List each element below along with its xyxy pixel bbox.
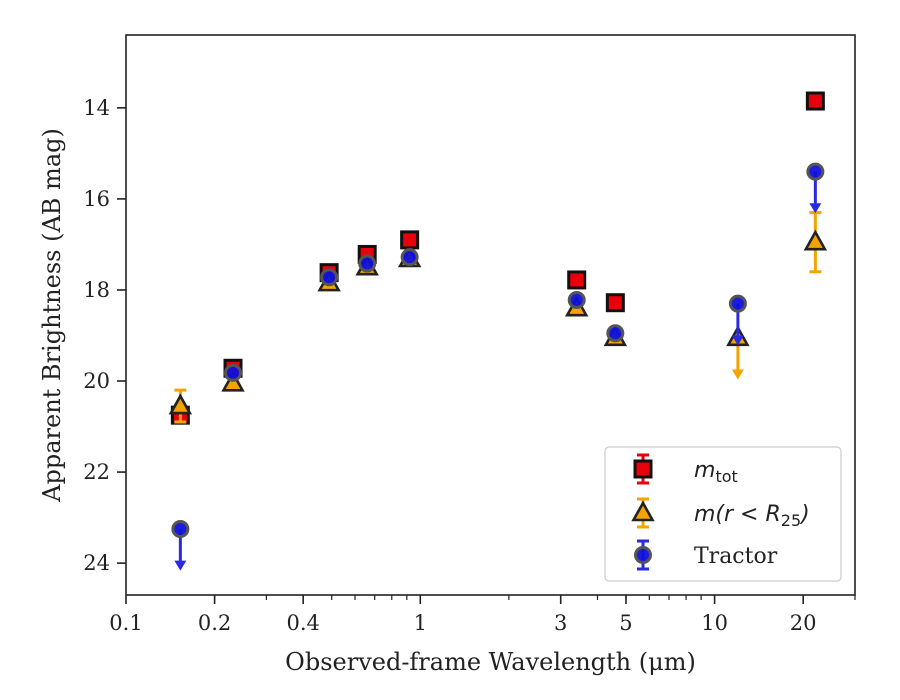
- tractor-marker: [358, 254, 377, 273]
- m-tot-marker: [605, 293, 625, 313]
- x-tick-label: 0.2: [198, 611, 231, 635]
- m-tot-marker: [567, 270, 587, 290]
- legend-entry-tractor: [634, 539, 652, 571]
- y-tick-label: 24: [83, 551, 110, 575]
- y-axis-label: Apparent Brightness (AB mag): [38, 128, 66, 503]
- legend-entry-m-r-lt-r25: [631, 497, 655, 529]
- y-tick-label: 14: [83, 96, 110, 120]
- axis-ticks: 0.1 0.2 0.4 1 3 5 10 20 14 16 18 20 22 24: [83, 96, 856, 635]
- legend-label-tractor: Tractor: [694, 544, 778, 569]
- m-r-lt-r25-marker: [803, 229, 828, 251]
- tractor-limit-arrowhead: [731, 335, 744, 346]
- y-tick-label: 16: [83, 187, 110, 211]
- x-tick-label: 0.4: [286, 611, 319, 635]
- y-tick-label: 22: [83, 460, 110, 484]
- x-tick-label: 1: [414, 611, 427, 635]
- m-r-lt-r25-limit-arrowhead: [731, 369, 744, 380]
- tractor-marker: [224, 363, 243, 382]
- x-tick-label: 5: [619, 611, 632, 635]
- tractor-marker: [806, 162, 825, 181]
- x-tick-label: 0.1: [109, 611, 142, 635]
- x-tick-label: 20: [790, 611, 817, 635]
- x-tick-label: 10: [701, 611, 728, 635]
- tractor-marker: [400, 248, 419, 267]
- tractor-marker: [567, 290, 586, 309]
- tractor-marker: [320, 268, 339, 287]
- y-tick-label: 20: [83, 369, 110, 393]
- m-r-lt-r25-marker: [168, 393, 193, 415]
- tractor-limit-arrowhead: [809, 203, 822, 214]
- legend-entry-m-tot: [633, 453, 653, 485]
- tractor-marker: [606, 324, 625, 343]
- legend-box: [604, 446, 842, 582]
- series-tractor: [171, 162, 825, 571]
- x-tick-label: 3: [554, 611, 567, 635]
- y-tick-label: 18: [83, 278, 110, 302]
- legend-tractor-marker: [634, 546, 652, 564]
- m-tot-marker: [805, 91, 825, 111]
- tractor-marker: [171, 519, 190, 538]
- x-axis-label: Observed-frame Wavelength (μm): [285, 648, 696, 676]
- data-marks: [168, 91, 828, 571]
- tractor-marker: [728, 294, 747, 313]
- legend-m-tot-marker: [633, 459, 653, 479]
- m-tot-marker: [400, 230, 420, 250]
- legend-m-r-lt-r25-marker: [631, 500, 655, 522]
- tractor-limit-arrowhead: [174, 560, 187, 571]
